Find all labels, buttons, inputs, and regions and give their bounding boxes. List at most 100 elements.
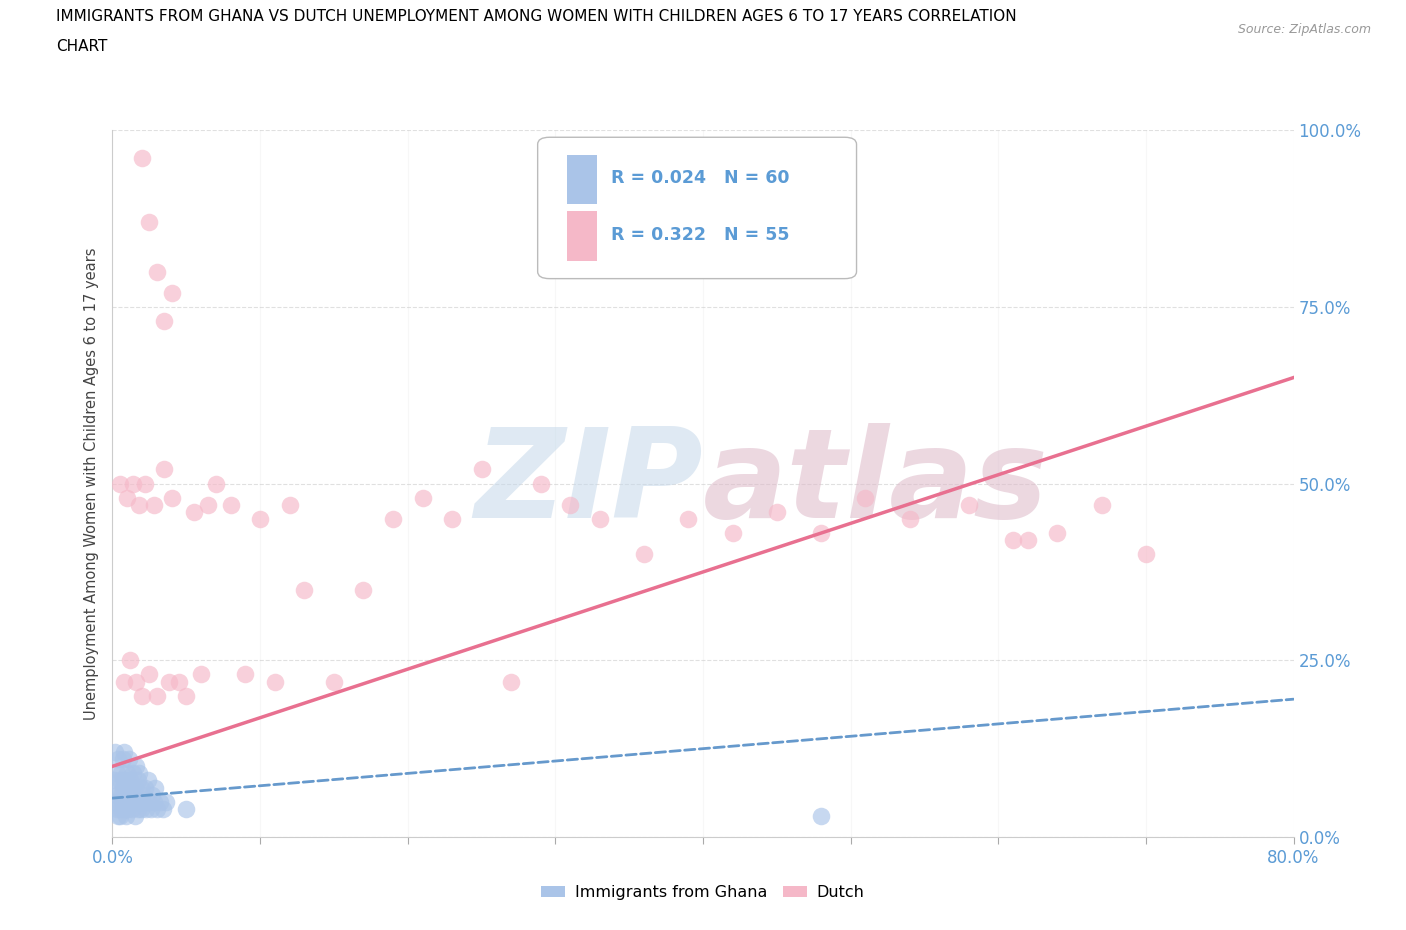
Point [470,462,494,477]
Point [138,215,160,230]
Legend: Immigrants from Ghana, Dutch: Immigrants from Ghana, Dutch [534,879,872,907]
Point [122,794,145,809]
Point [146,264,169,279]
Point [112,802,135,817]
Point [108,808,131,823]
Point [160,286,183,300]
Point [112,745,135,760]
Point [219,498,242,512]
Point [190,667,212,682]
Point [134,476,156,491]
Point [323,674,346,689]
Point [352,582,374,597]
Point [122,766,145,781]
Point [810,525,832,540]
Point [117,766,138,781]
Point [134,780,156,795]
Point [139,802,162,817]
FancyBboxPatch shape [537,138,856,279]
Text: R = 0.024   N = 60: R = 0.024 N = 60 [610,168,789,187]
Point [117,802,138,817]
Point [810,808,832,823]
Point [110,766,132,781]
Point [110,802,132,817]
FancyBboxPatch shape [567,211,596,261]
Point [120,773,142,788]
Point [135,802,157,817]
Point [121,802,143,817]
Point [278,498,301,512]
Point [142,794,165,809]
Point [1046,525,1069,540]
Point [160,490,183,505]
Point [1001,533,1024,548]
Point [103,773,125,788]
Point [142,498,165,512]
Point [122,476,145,491]
Point [129,780,152,795]
Point [131,688,153,703]
Point [127,802,149,817]
Point [128,794,150,809]
Point [441,512,464,526]
Point [108,794,131,809]
Point [633,547,655,562]
Point [141,787,163,802]
Point [125,674,148,689]
Point [155,794,177,809]
Point [1135,547,1157,562]
Point [107,808,129,823]
Point [167,674,190,689]
Point [128,766,150,781]
Point [149,794,172,809]
Point [121,780,143,795]
Text: atlas: atlas [703,423,1049,544]
Point [125,759,148,774]
Point [108,773,131,788]
Point [411,490,433,505]
Point [197,498,219,512]
Point [107,751,129,766]
Point [111,751,134,766]
Text: R = 0.322   N = 55: R = 0.322 N = 55 [610,226,789,244]
Point [136,773,159,788]
Point [105,766,128,781]
Point [131,787,153,802]
Point [157,674,180,689]
Point [501,674,523,689]
Text: CHART: CHART [56,39,108,54]
Point [131,151,153,166]
Point [104,794,127,809]
Point [132,794,155,809]
Point [118,751,141,766]
Text: IMMIGRANTS FROM GHANA VS DUTCH UNEMPLOYMENT AMONG WOMEN WITH CHILDREN AGES 6 TO : IMMIGRANTS FROM GHANA VS DUTCH UNEMPLOYM… [56,9,1017,24]
Point [721,525,744,540]
Point [558,498,582,512]
Point [138,667,160,682]
Point [112,773,135,788]
Point [127,773,149,788]
Point [128,498,150,512]
Point [766,504,789,519]
Point [153,313,176,328]
Point [146,688,169,703]
Text: Source: ZipAtlas.com: Source: ZipAtlas.com [1237,23,1371,36]
Point [205,476,228,491]
Point [117,490,138,505]
Point [114,808,136,823]
Y-axis label: Unemployment Among Women with Children Ages 6 to 17 years: Unemployment Among Women with Children A… [83,247,98,720]
Point [138,794,160,809]
Point [264,674,287,689]
Point [174,688,197,703]
Point [107,780,129,795]
Point [111,794,134,809]
Point [110,787,132,802]
Point [529,476,551,491]
Point [120,794,142,809]
FancyBboxPatch shape [567,155,596,205]
Point [249,512,271,526]
Point [153,462,176,477]
Point [124,780,146,795]
Point [125,794,148,809]
Point [855,490,877,505]
